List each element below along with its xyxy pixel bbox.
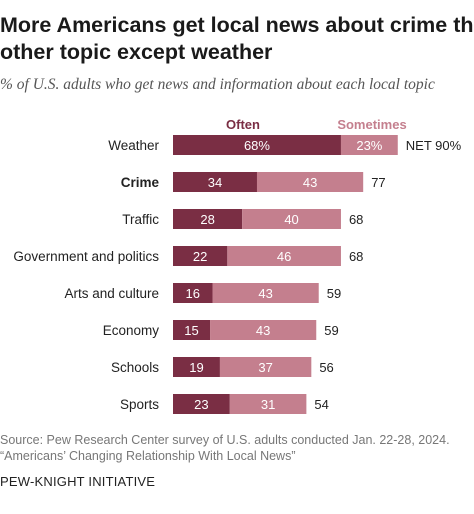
chart-title-line-2: other topic except weather (0, 40, 273, 64)
data-label-sometimes-economy: 43 (256, 323, 270, 338)
bar-often-schools (173, 357, 220, 377)
bar-often-arts-and-culture (173, 283, 213, 303)
bar-often-sports (173, 394, 230, 414)
category-label-arts-and-culture: Arts and culture (64, 286, 159, 301)
bar-sometimes-traffic (242, 209, 341, 229)
data-label-sometimes-arts-and-culture: 43 (258, 286, 272, 301)
chart-title-line-1: More Americans get local news about crim… (0, 13, 474, 37)
data-label-sometimes-sports: 31 (261, 397, 275, 412)
source-note: Source: Pew Research Center survey of U.… (0, 432, 474, 464)
data-label-often-government-and-politics: 22 (193, 249, 207, 264)
bar-sometimes-schools (219, 357, 312, 377)
net-label-schools: 56 (319, 360, 333, 375)
category-label-weather: Weather (108, 138, 159, 153)
bar-often-traffic (173, 209, 243, 229)
data-label-often-arts-and-culture: 16 (186, 286, 200, 301)
data-label-often-economy: 15 (184, 323, 198, 338)
chart-subtitle: % of U.S. adults who get news and inform… (0, 76, 435, 93)
category-label-traffic: Traffic (122, 212, 159, 227)
stacked-bar-chart: Often Sometimes Weather 68% 23% NET 90% Crime 3… (13, 117, 462, 414)
net-label-economy: 59 (324, 323, 338, 338)
category-label-schools: Schools (111, 360, 159, 375)
category-label-sports: Sports (120, 397, 159, 412)
source-line-1: Source: Pew Research Center survey of U.… (0, 433, 450, 447)
category-label-crime: Crime (121, 175, 160, 190)
data-label-often-schools: 19 (189, 360, 203, 375)
bar-sometimes-economy (210, 320, 317, 340)
bar-sometimes-government-and-politics (227, 246, 341, 266)
data-label-often-crime: 34 (208, 175, 222, 190)
data-label-sometimes-traffic: 40 (284, 212, 298, 227)
category-label-government-and-politics: Government and politics (13, 249, 159, 264)
category-label-economy: Economy (103, 323, 160, 338)
net-label-government-and-politics: 68 (349, 249, 363, 264)
legend-sometimes-label: Sometimes (337, 117, 406, 132)
bar-often-weather (173, 135, 341, 155)
net-label-crime: 77 (371, 175, 385, 190)
data-label-often-sports: 23 (194, 397, 208, 412)
bar-often-economy (173, 320, 211, 340)
data-label-sometimes-crime: 43 (303, 175, 317, 190)
data-label-often-traffic: 28 (200, 212, 214, 227)
bar-often-government-and-politics (173, 246, 228, 266)
bar-sometimes-sports (229, 394, 307, 414)
data-label-sometimes-government-and-politics: 46 (277, 249, 291, 264)
net-label-traffic: 68 (349, 212, 363, 227)
data-label-sometimes-schools: 37 (258, 360, 272, 375)
bar-sometimes-crime (256, 172, 364, 192)
bar-sometimes-arts-and-culture (212, 283, 319, 303)
bar-sometimes-weather (340, 135, 398, 155)
bar-often-crime (173, 172, 257, 192)
data-label-often-weather: 68% (244, 138, 270, 153)
chart-title: More Americans get local news about crim… (0, 12, 474, 66)
legend-often-label: Often (226, 117, 260, 132)
data-label-sometimes-weather: 23% (356, 138, 382, 153)
footer-brand: PEW-KNIGHT INITIATIVE (0, 474, 156, 489)
source-line-2: “Americans’ Changing Relationship With L… (0, 449, 296, 463)
net-label-weather: NET 90% (406, 138, 462, 153)
net-label-sports: 54 (314, 397, 328, 412)
net-label-arts-and-culture: 59 (327, 286, 341, 301)
